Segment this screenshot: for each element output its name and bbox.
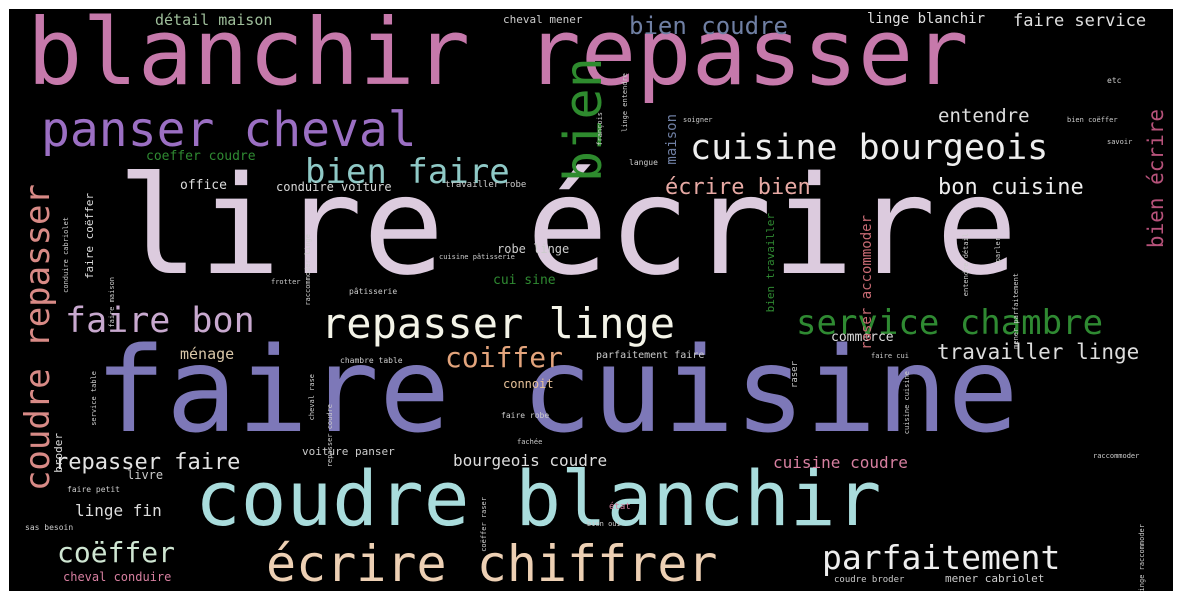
word-linge-fin: linge fin (75, 501, 162, 520)
word-cui-sine: cui sine (493, 273, 556, 288)
word-detail-maison: détail maison (155, 11, 273, 29)
word-etat: état (609, 502, 631, 512)
word-linge-blanchir: linge blanchir (867, 11, 986, 27)
word-bien-coeffer: bien coëffer (1067, 116, 1118, 124)
word-frotter: frotter (271, 278, 301, 286)
word-faire-bon: faire bon (65, 301, 255, 341)
word-parfaitement: parfaitement (822, 538, 1061, 577)
word-cheval-mener: cheval mener (503, 13, 583, 26)
word-bien-ecrire: bien écrire (1144, 109, 1168, 249)
word-bourgeois-coudre: bourgeois coudre (453, 451, 608, 470)
word-faire-cui: faire cui (871, 352, 909, 360)
word-cloud: lire écrire faire cuisine blanchir repas… (9, 9, 1173, 591)
word-service-chambre: service chambre (796, 303, 1104, 343)
word-office: office (180, 178, 227, 193)
word-bien-travailler: bien travailler (764, 213, 777, 313)
word-travailler-robe: travailler robe (445, 180, 527, 190)
word-raser-accommoder: raser accommoder (859, 215, 875, 350)
word-bien-faire: bien faire (305, 152, 510, 192)
word-faire-cuisine: faire cuisine (95, 321, 1019, 459)
word-coudre-blanchir: coudre blanchir (195, 454, 882, 543)
word-raccommoder-linge: raccommoder linge (304, 234, 312, 306)
word-raser: raser (790, 361, 800, 389)
word-coudre-repasser: coudre repasser (18, 184, 58, 492)
word-repasser-linge: repasser linge (321, 299, 676, 348)
word-chambre-table: chambre table (340, 356, 403, 365)
word-coudre-broder: coudre broder (834, 575, 905, 585)
word-cuisine-bourgeois: cuisine bourgeois (690, 128, 1049, 168)
word-soigner: soigner (683, 116, 713, 124)
word-fachee: fachée (517, 438, 543, 446)
word-sas-besoin: sas besoin (25, 523, 74, 532)
word-cheval-conduire: cheval conduire (63, 570, 172, 584)
word-linge-raccommoder: linge raccommoder (1138, 524, 1146, 591)
word-livre: livre (127, 468, 164, 482)
word-etc: etc (1107, 76, 1122, 85)
word-bon-cuisine: bon cuisine (938, 175, 1084, 200)
word-francais: françois (596, 112, 604, 146)
word-connoit: connoit (503, 377, 554, 391)
word-mener-cabriolet: mener cabriolet (945, 572, 1045, 585)
word-menage: ménage (180, 345, 235, 363)
word-faire-service: faire service (1013, 11, 1147, 31)
word-cuisine-coudre: cuisine coudre (773, 453, 908, 472)
word-coeffer: coëffer (57, 536, 176, 569)
word-conduire-cabriolet: conduire cabriolet (62, 217, 70, 293)
word-panser-cheval: panser cheval (41, 102, 417, 158)
word-entendre: entendre (938, 105, 1030, 127)
word-cheval-rase: cheval rase (308, 374, 316, 421)
word-faire-petit: faire petit (67, 485, 120, 494)
word-coeffer-raser: coëffer raser (480, 497, 488, 552)
word-conduire-voiture: conduire voiture (276, 180, 392, 194)
word-faire-coeffer: faire coëffer (83, 193, 96, 280)
word-langue: langue (629, 158, 658, 167)
word-bien-oui: bien oui (587, 520, 621, 528)
word-faire-robe: faire robe (501, 411, 550, 420)
word-robe-linge: robe linge (497, 242, 570, 256)
word-faire-maison: faire maison (108, 277, 116, 328)
word-travailler-linge: travailler linge (937, 340, 1140, 364)
word-service-table: service table (90, 371, 98, 426)
word-linge-entendre: linge entendre (621, 73, 629, 133)
word-mener-parfaitement: mener parfaitement (1012, 273, 1020, 349)
word-blanchir-repasser: blanchir repasser (27, 9, 969, 106)
word-parfaitement-faire: parfaitement faire (596, 350, 705, 361)
word-voiture-panser: voiture panser (302, 445, 395, 458)
word-bien-coudre: bien coudre (629, 12, 788, 40)
word-savoir: savoir (1107, 138, 1133, 146)
word-commerce: commerce (831, 330, 894, 345)
word-parler: parler (994, 237, 1002, 263)
word-ecrire-chiffrer: écrire chiffrer (266, 535, 718, 591)
word-entendre-detail: entendre détail (962, 233, 970, 297)
word-repasser-faire: repasser faire (55, 450, 241, 475)
word-cuisine-cuisine: cuisine cuisine (903, 371, 911, 435)
word-lire-ecrire: lire écrire (117, 148, 1018, 306)
word-coeffer-coudre: coeffer coudre (146, 149, 256, 164)
word-raccommoder: raccommoder (1093, 452, 1140, 460)
word-maison: maison (664, 114, 680, 165)
word-ecrire-bien: écrire bien (665, 175, 811, 200)
word-coiffer: coiffer (445, 341, 564, 374)
word-broder: broder (52, 433, 65, 473)
word-cuisine-patisserie: cuisine pâtisserie (439, 253, 515, 261)
word-patisserie: pâtisserie (349, 287, 398, 296)
word-repasser-coudre: repasser coudre (326, 404, 334, 468)
